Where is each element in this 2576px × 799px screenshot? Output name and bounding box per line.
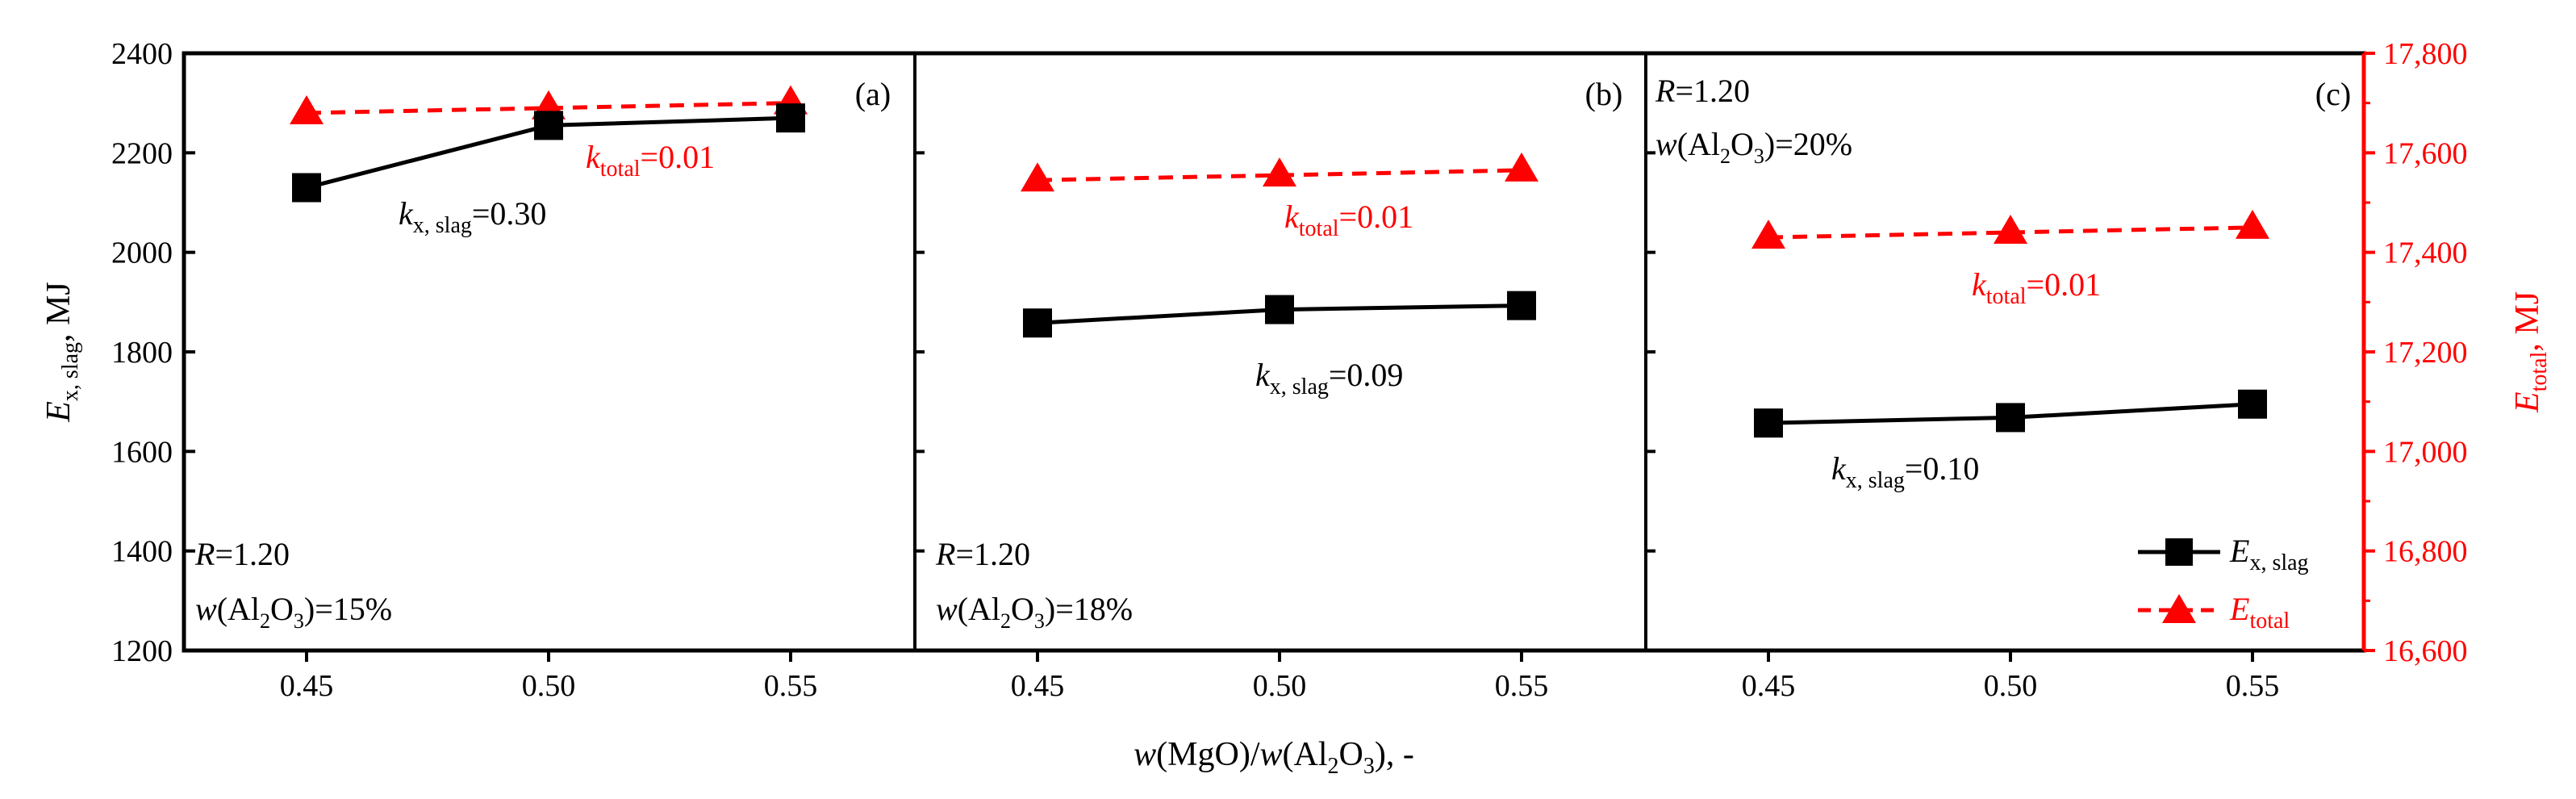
annotation-k-total-b: ktotal=0.01 [1284,199,1413,241]
x-axis-label: w(MgO)/w(Al2O3), - [1134,736,1414,779]
data-point-ex-slag [1265,295,1294,324]
data-point-e-total [1751,220,1785,249]
series-layer [290,85,2269,438]
x-tick-label: 0.55 [1495,669,1549,703]
x-tick-label: 0.45 [1011,669,1065,703]
y-axis-right: 16,600 16,800 17,000 17,200 17,400 17,600 17,8… [2364,37,2468,668]
data-point-e-total [1021,162,1054,192]
x-tick-label: 0.50 [1984,669,2038,703]
y-right-tick-label: 17,000 [2383,435,2468,469]
condition-w-a: w(Al2O3)=15% [195,591,392,633]
data-point-ex-slag [1507,291,1536,320]
y-right-tick-label: 17,400 [2383,236,2468,270]
y-right-tick-label: 17,800 [2383,37,2468,71]
x-tick-label: 0.50 [1253,669,1307,703]
data-point-ex-slag [1754,408,1783,438]
x-tick-label: 0.55 [764,669,818,703]
annotation-k-total-a: ktotal=0.01 [586,139,715,182]
annotation-k-slag-a: kx, slag=0.30 [399,195,546,238]
annotation-k-total-c: ktotal=0.01 [1972,266,2101,309]
data-point-e-total [1263,157,1296,187]
y-right-tick-label: 17,600 [2383,136,2468,170]
y-left-tick-label: 1800 [111,336,173,370]
y-right-tick-label: 16,600 [2383,634,2468,668]
y-axis-left: 1200 1400 1600 1800 2000 2200 2400 [111,37,1655,668]
x-tick-label: 0.45 [1742,669,1796,703]
y-right-tick-label: 17,200 [2383,336,2468,370]
x-tick-label: 0.45 [280,669,334,703]
y-left-tick-label: 1200 [111,634,173,668]
data-point-e-total [2236,209,2269,239]
data-point-e-total [1994,215,2027,244]
data-point-ex-slag [292,173,321,203]
legend-label-e-total: Etotal [2229,591,2290,634]
x-tick-label: 0.50 [522,669,576,703]
panel-tag-c: (c) [2315,76,2351,112]
panel-tag-a: (a) [855,76,891,112]
data-point-e-total [1505,152,1539,182]
y-left-tick-label: 1600 [111,435,173,469]
data-point-ex-slag [776,103,805,133]
annotation-k-slag-c: kx, slag=0.10 [1831,450,1979,493]
y-axis-left-label: Ex, slag, MJ [40,282,83,422]
condition-r-c: R=1.20 [1655,73,1750,109]
condition-w-c: w(Al2O3)=20% [1655,126,1852,168]
legend-marker-e-total [2162,594,2196,623]
panel-tag-b: (b) [1585,76,1623,112]
legend-label-ex-slag: Ex, slag [2229,533,2309,575]
data-point-e-total [290,95,324,124]
data-point-ex-slag [534,111,563,140]
data-point-ex-slag [2238,389,2267,419]
y-left-tick-label: 2200 [111,136,173,170]
y-left-tick-label: 2400 [111,37,173,71]
x-tick-label: 0.55 [2226,669,2280,703]
annotation-k-slag-b: kx, slag=0.09 [1255,357,1403,400]
y-right-tick-label: 16,800 [2383,535,2468,569]
y-left-tick-label: 2000 [111,236,173,270]
condition-r-a: R=1.20 [194,536,290,572]
data-point-ex-slag [1023,308,1052,338]
y-axis-right-label: Etotal, MJ [2509,291,2552,413]
condition-r-b: R=1.20 [935,536,1030,572]
x-axis: 0.45 0.50 0.55 0.45 0.50 0.55 0.45 0.50 0.55 [280,650,2280,703]
y-left-tick-label: 1400 [111,535,173,569]
legend: Ex, slag Etotal [2138,533,2309,634]
legend-marker-ex-slag [2165,538,2193,566]
plot-frame [182,51,2366,653]
condition-w-b: w(Al2O3)=18% [936,591,1133,633]
data-point-ex-slag [1996,403,2025,433]
